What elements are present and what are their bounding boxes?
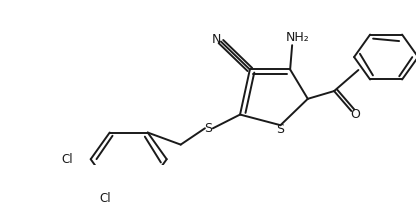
Text: S: S [277, 123, 285, 136]
Text: NH₂: NH₂ [285, 31, 309, 44]
Text: O: O [350, 108, 360, 121]
Text: N: N [212, 33, 221, 45]
Text: Cl: Cl [61, 153, 73, 166]
Text: S: S [204, 122, 212, 135]
Text: Cl: Cl [99, 192, 111, 204]
